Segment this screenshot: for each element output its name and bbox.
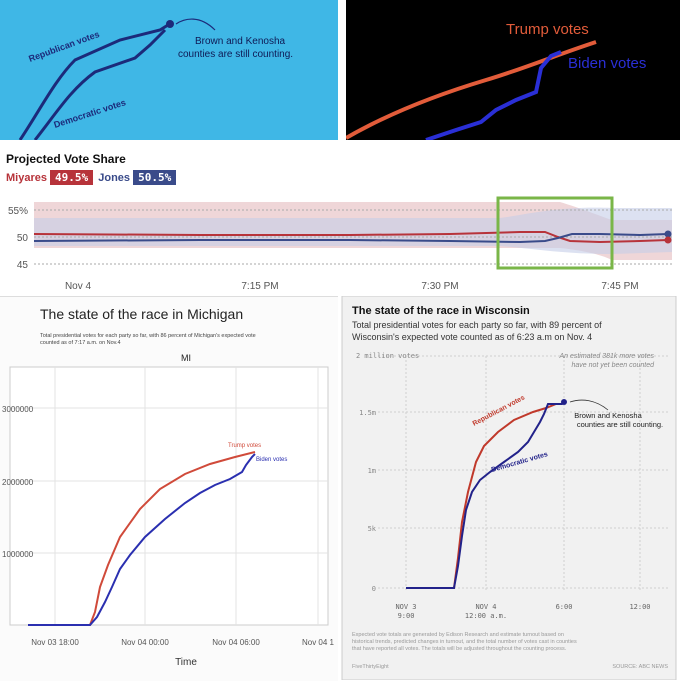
va-x-tick: 7:30 PM [421,281,458,292]
miyares-dot [664,236,672,244]
jones-dot [664,230,672,238]
wi-x-tick: 12:00 [629,603,650,611]
va-legend: Miyares 49.5% Jones 50.5% [6,170,177,185]
tile-divider [0,140,680,148]
wi-x-tick: NOV 3 [395,603,416,611]
note-line2: counties are still counting. [178,49,293,60]
mi-y-tick: 2000000 [2,478,34,487]
wi-democratic-line [406,401,565,589]
mi-subtitle-1: Total presidential votes for each party … [40,333,256,339]
note-line1: Brown and Kenosha [195,36,286,47]
wi-footer-2: historical trends, predicted changes in … [352,639,577,645]
michigan-panel: The state of the race in Michigan Total … [0,296,338,681]
top-right-clip: Trump votes Biden votes [346,0,680,140]
wisconsin-panel: The state of the race in Wisconsin Total… [338,296,680,680]
wi-x-tick-sub: 9:00 [398,612,415,620]
michigan-chart: The state of the race in Michigan Total … [0,297,338,681]
wi-republican-line [406,403,557,589]
mi-panel-label: MI [181,353,191,363]
tile-divider [338,0,346,140]
va-x-tick: Nov 4 [65,281,92,292]
top-left-clip: Republican votes Democratic votes Brown … [0,0,338,140]
mi-biden-label: Biden votes [256,457,287,463]
mi-x-tick: Nov 04 06:00 [212,638,260,647]
mi-trump-line [28,451,256,626]
mi-plot-area [9,366,329,626]
wi-y-tick: 5k [368,525,377,533]
highlight-box [496,196,614,270]
endpoint-dot [166,20,174,28]
wi-subtitle-1: Total presidential votes for each party … [352,320,602,330]
wi-note-1: Brown and Kenosha [574,411,642,420]
va-y-tick: 50 [17,233,29,244]
note-arrow [175,18,216,31]
wi-x-tick-sub: 12:00 a.m. [465,612,507,620]
wi-endpoint-dot [561,399,567,405]
wi-note-arrow [569,399,609,411]
wi-y-top: 2 million votes [356,352,419,360]
mi-x-tick: Nov 04 00:00 [121,638,169,647]
wi-title: The state of the race in Wisconsin [352,305,530,317]
top-right-chart: Trump votes Biden votes [346,21,646,140]
top-left-chart: Republican votes Democratic votes Brown … [18,18,293,140]
wi-y-tick: 1.5m [359,409,376,417]
mi-x-tick: Nov 04 1 [302,638,335,647]
wi-grid [378,355,668,591]
wisconsin-chart: The state of the race in Wisconsin Total… [341,296,677,680]
mi-title: The state of the race in Michigan [40,306,243,322]
wi-subtitle-2: Wisconsin's expected vote counted as of … [352,332,592,342]
wi-source-right: SOURCE: ABC NEWS [612,664,668,670]
wi-y-tick: 1m [368,467,376,475]
va-title: Projected Vote Share [6,152,126,166]
republican-line [18,23,169,140]
va-x-tick: 7:45 PM [601,281,638,292]
mi-x-label: Time [175,657,197,668]
wi-note-2: counties are still counting. [577,420,663,429]
mi-biden-line [28,453,256,626]
miyares-name: Miyares [6,172,47,184]
biden-label: Biden votes [568,55,646,72]
trump-label: Trump votes [506,21,589,38]
mi-grid [10,367,328,625]
mi-trump-label: Trump votes [228,443,261,449]
wi-y-tick: 0 [372,585,376,593]
rep-label: Republican votes [27,29,100,64]
biden-line [425,50,562,140]
mi-x-tick: Nov 03 18:00 [31,638,79,647]
democratic-line [33,28,167,140]
miyares-pct: 49.5% [50,170,94,185]
va-chart: 55% 50 45 Nov 4 7:15 PM 7:30 PM 7:45 PM [8,196,672,292]
mi-y-tick: 1000000 [2,550,34,559]
wi-source-left: FiveThirtyEight [352,664,389,670]
va-y-tick: 45 [17,260,29,271]
mi-y-tick: 3000000 [2,405,34,414]
wi-x-tick: 6:00 [556,603,573,611]
va-y-tick: 55% [8,206,28,217]
mi-subtitle-2: counted as of 7:17 a.m. on Nov.4 [40,340,121,346]
wi-footer-3: that have reported all votes. The totals… [352,646,567,652]
wi-x-tick: NOV 4 [475,603,496,611]
wi-footer-1: Expected vote totals are generated by Ed… [352,632,564,638]
va-x-tick: 7:15 PM [241,281,278,292]
wi-annot-1: An estimated 381k more votes [558,353,654,360]
jones-pct: 50.5% [133,170,177,185]
wi-annot-2: have not yet been counted [571,362,655,369]
jones-name: Jones [98,172,131,184]
